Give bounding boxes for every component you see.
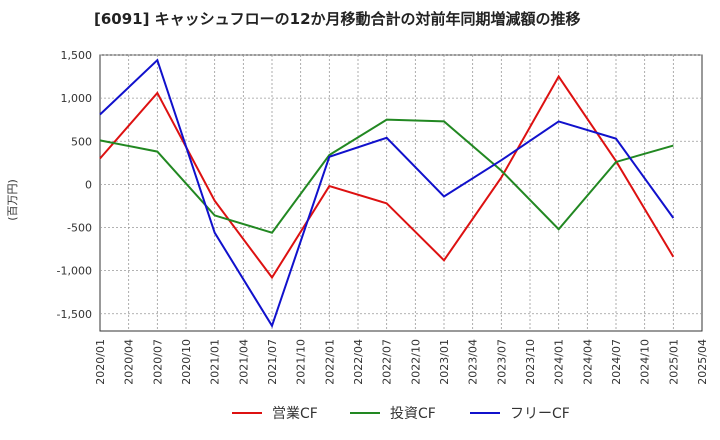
- chart-title: [6091] キャッシュフローの12か月移動合計の対前年同期増減額の推移: [94, 10, 581, 28]
- x-tick-label: 2020/07: [151, 339, 164, 385]
- y-tick-label: 1,000: [61, 92, 93, 105]
- legend-label-2: 投資CF: [390, 406, 436, 422]
- x-tick-label: 2025/04: [696, 339, 709, 385]
- vertical-gridlines: [128, 55, 674, 331]
- series-line-1: [99, 74, 675, 280]
- legend-label-3: フリーCF: [510, 406, 570, 422]
- series-lines: [99, 58, 675, 329]
- x-tick-label: 2025/01: [667, 339, 680, 385]
- y-tick-label: 500: [71, 135, 92, 148]
- plot-area: [99, 54, 703, 332]
- x-axis-ticks: 2020/01 2020/04 2020/07 2020/10 2021/01 2021/…: [94, 339, 709, 385]
- y-tick-label: 0: [85, 178, 92, 191]
- x-tick-label: 2020/04: [123, 339, 136, 385]
- x-tick-label: 2022/01: [323, 339, 336, 385]
- y-axis-label: (百万円): [6, 179, 19, 221]
- x-tick-label: 2023/01: [438, 339, 451, 385]
- x-tick-label: 2021/07: [266, 339, 279, 385]
- y-axis-ticks: 1,500 1,000 500 0 -500 -1,000 -1,500: [57, 49, 92, 321]
- series-line-2: [99, 118, 674, 234]
- x-tick-label: 2020/01: [94, 339, 107, 385]
- x-tick-label: 2024/07: [610, 339, 623, 385]
- legend-label-1: 営業CF: [272, 406, 318, 422]
- y-tick-label: -1,000: [57, 265, 92, 278]
- legend: 営業CF 投資CF フリーCF: [232, 406, 570, 422]
- x-tick-label: 2024/01: [553, 339, 566, 385]
- x-tick-label: 2024/04: [581, 339, 594, 385]
- y-tick-label: 1,500: [61, 49, 93, 62]
- x-tick-label: 2022/07: [381, 339, 394, 385]
- x-tick-label: 2023/10: [524, 339, 537, 385]
- x-tick-label: 2023/07: [495, 339, 508, 385]
- x-tick-label: 2022/04: [352, 339, 365, 385]
- y-tick-label: -500: [67, 222, 92, 235]
- x-tick-label: 2021/04: [237, 339, 250, 385]
- x-tick-label: 2022/10: [409, 339, 422, 385]
- x-tick-label: 2024/10: [639, 339, 652, 385]
- x-tick-label: 2020/10: [180, 339, 193, 385]
- x-tick-label: 2021/10: [295, 339, 308, 385]
- y-tick-label: -1,500: [57, 308, 92, 321]
- series-line-3: [99, 58, 675, 329]
- x-tick-label: 2021/01: [209, 339, 222, 385]
- x-tick-label: 2023/04: [467, 339, 480, 385]
